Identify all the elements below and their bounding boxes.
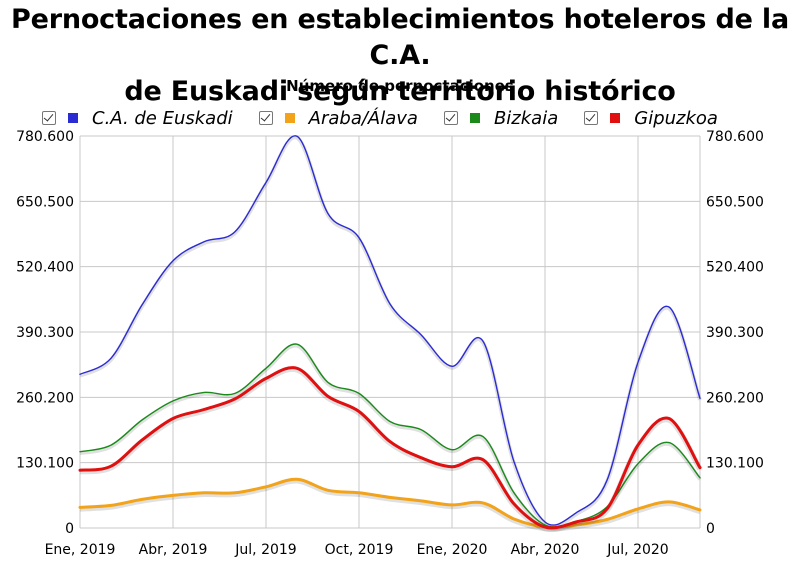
y-tick-label-left: 130.100 bbox=[16, 456, 74, 472]
series-line-c-a-de-euskadi bbox=[79, 135, 701, 526]
legend-item-gipuzkoa[interactable]: Gipuzkoa bbox=[584, 108, 718, 129]
x-tick-label: Abr, 2020 bbox=[511, 542, 580, 558]
checkbox-checked-icon[interactable] bbox=[258, 111, 273, 125]
legend-item-bizkaia[interactable]: Bizkaia bbox=[443, 107, 559, 129]
y-tick-label-left: 390.300 bbox=[16, 325, 74, 341]
checkbox-checked-icon[interactable] bbox=[443, 111, 458, 125]
y-tick-label-left: 520.400 bbox=[16, 260, 74, 276]
legend-label-bizkaia: Bizkaia bbox=[493, 107, 559, 129]
chart-title-line-2: de Euskadi según territorio histórico bbox=[124, 76, 676, 107]
legend-swatch-bizkaia bbox=[469, 113, 480, 123]
chart-title-line-1: Pernoctaciones en establecimientos hotel… bbox=[11, 4, 789, 71]
series-line-bizkaia bbox=[79, 343, 701, 528]
y-tick-label-left: 650.500 bbox=[16, 194, 74, 210]
legend-item-araba[interactable]: Araba/Álava bbox=[258, 107, 418, 129]
x-tick-label: Jul, 2020 bbox=[606, 542, 668, 558]
chart-subtitle: Número de pernoctaciones bbox=[286, 77, 514, 95]
y-tick-label-left: 0 bbox=[65, 521, 74, 537]
y-tick-label-right: 780.600 bbox=[706, 129, 764, 145]
legend: C.A. de Euskadi Araba/Álava Bizkaia Gipu… bbox=[42, 104, 744, 132]
legend-label-euskadi: C.A. de Euskadi bbox=[92, 107, 233, 129]
x-tick-label: Ene, 2020 bbox=[417, 542, 488, 558]
legend-swatch-araba bbox=[284, 113, 295, 123]
legend-swatch-gipuzkoa bbox=[610, 113, 621, 123]
y-tick-label-right: 130.100 bbox=[706, 456, 764, 472]
y-tick-label-right: 260.200 bbox=[706, 390, 764, 406]
x-tick-label: Oct, 2019 bbox=[325, 542, 394, 558]
legend-swatch-euskadi bbox=[68, 113, 78, 123]
checkbox-checked-icon[interactable] bbox=[584, 111, 599, 125]
y-tick-label-right: 390.300 bbox=[706, 325, 764, 341]
x-tick-label: Abr, 2019 bbox=[139, 542, 208, 558]
chart-title: Pernoctaciones en establecimientos hotel… bbox=[0, 2, 800, 110]
legend-label-gipuzkoa: Gipuzkoa bbox=[634, 107, 718, 129]
y-tick-label-right: 0 bbox=[706, 521, 715, 537]
series-line-gipuzkoa bbox=[78, 366, 702, 530]
y-tick-label-left: 260.200 bbox=[16, 390, 74, 406]
series-line-araba-lava bbox=[78, 477, 702, 529]
x-tick-label: Ene, 2019 bbox=[45, 542, 116, 558]
checkbox-checked-icon[interactable] bbox=[42, 111, 56, 125]
x-tick-label: Jul, 2019 bbox=[234, 542, 296, 558]
legend-label-araba: Araba/Álava bbox=[308, 107, 418, 129]
y-tick-label-right: 650.500 bbox=[706, 194, 764, 210]
legend-item-euskadi[interactable]: C.A. de Euskadi bbox=[42, 108, 233, 129]
y-tick-label-right: 520.400 bbox=[706, 260, 764, 276]
y-tick-label-left: 780.600 bbox=[16, 129, 74, 145]
